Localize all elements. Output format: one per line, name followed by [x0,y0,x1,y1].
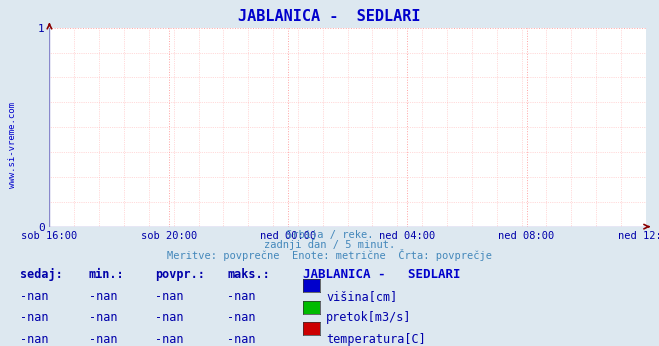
Text: -nan: -nan [227,311,256,324]
Text: višina[cm]: višina[cm] [326,290,397,303]
Text: -nan: -nan [20,290,48,303]
Text: -nan: -nan [227,333,256,346]
Text: Meritve: povprečne  Enote: metrične  Črta: povprečje: Meritve: povprečne Enote: metrične Črta:… [167,249,492,262]
Text: -nan: -nan [20,311,48,324]
Text: -nan: -nan [155,333,183,346]
Text: maks.:: maks.: [227,268,270,281]
Text: -nan: -nan [89,311,117,324]
Text: sedaj:: sedaj: [20,268,63,281]
Text: -nan: -nan [227,290,256,303]
Text: JABLANICA -   SEDLARI: JABLANICA - SEDLARI [303,268,461,281]
Text: -nan: -nan [89,290,117,303]
Text: JABLANICA -  SEDLARI: JABLANICA - SEDLARI [239,9,420,24]
Text: Srbija / reke.: Srbija / reke. [286,230,373,240]
Text: www.si-vreme.com: www.si-vreme.com [8,102,17,188]
Text: -nan: -nan [20,333,48,346]
Text: pretok[m3/s]: pretok[m3/s] [326,311,412,324]
Text: -nan: -nan [89,333,117,346]
Text: zadnji dan / 5 minut.: zadnji dan / 5 minut. [264,240,395,250]
Text: min.:: min.: [89,268,125,281]
Text: -nan: -nan [155,311,183,324]
Text: -nan: -nan [155,290,183,303]
Text: temperatura[C]: temperatura[C] [326,333,426,346]
Text: povpr.:: povpr.: [155,268,205,281]
